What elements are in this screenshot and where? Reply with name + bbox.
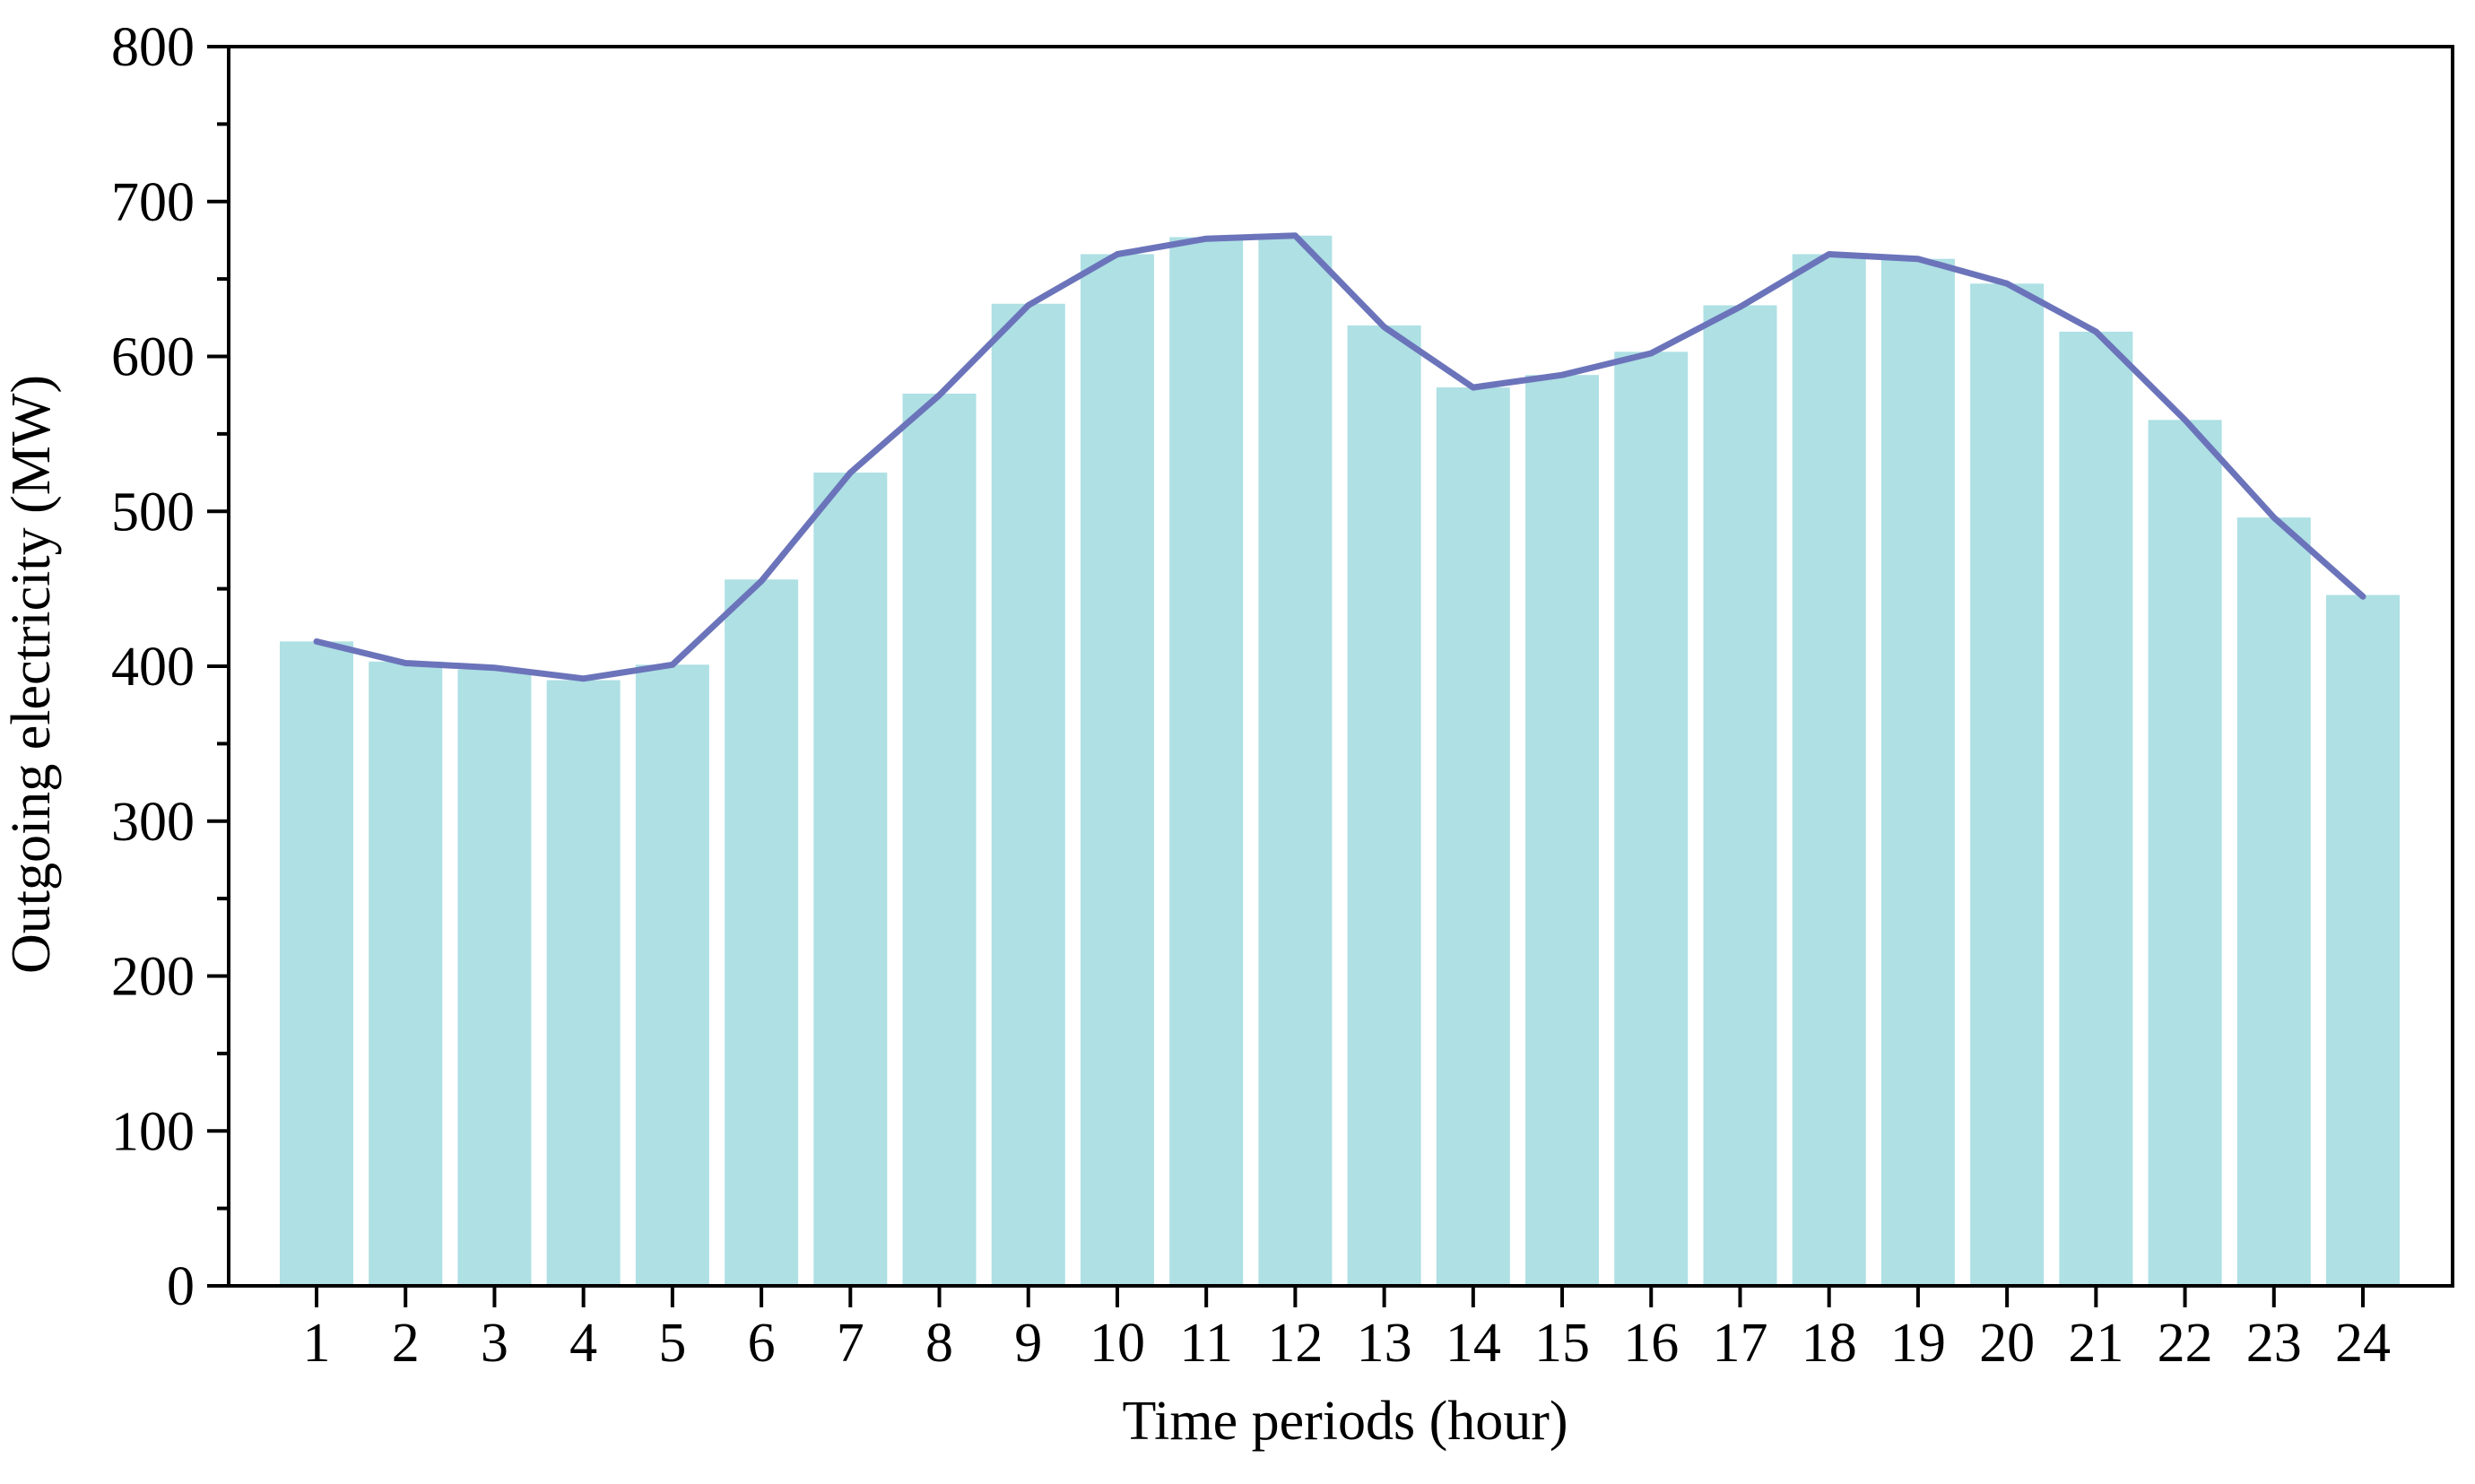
x-tick-label: 14 — [1446, 1313, 1501, 1374]
y-tick-label: 400 — [111, 637, 195, 698]
bar-9 — [991, 303, 1065, 1286]
bar-4 — [546, 680, 621, 1286]
x-tick-label: 5 — [658, 1313, 686, 1374]
x-tick-label: 13 — [1357, 1313, 1412, 1374]
bar-15 — [1525, 375, 1600, 1287]
x-tick-label: 16 — [1623, 1313, 1679, 1374]
line-layer — [313, 232, 2366, 682]
bar-18 — [1792, 254, 1866, 1286]
series-line — [313, 232, 2366, 682]
bar-3 — [457, 669, 532, 1286]
bar-21 — [2059, 331, 2133, 1286]
bars-layer — [280, 235, 2400, 1287]
x-tick-label: 23 — [2246, 1313, 2302, 1374]
bar-8 — [902, 393, 977, 1287]
bar-12 — [1258, 235, 1333, 1286]
bar-2 — [369, 661, 443, 1286]
bar-1 — [280, 641, 353, 1286]
x-tick-label: 21 — [2068, 1313, 2123, 1374]
bar-24 — [2326, 594, 2400, 1286]
x-tick-label: 11 — [1179, 1313, 1233, 1374]
y-tick-label: 0 — [167, 1256, 195, 1317]
x-tick-label: 2 — [392, 1313, 420, 1374]
x-tick-label: 4 — [569, 1313, 597, 1374]
x-tick-label: 12 — [1267, 1313, 1323, 1374]
bar-23 — [2236, 517, 2311, 1286]
x-tick-label: 1 — [303, 1313, 331, 1374]
x-axis-title: Time periods (hour) — [1122, 1391, 1568, 1452]
bar-22 — [2148, 420, 2222, 1286]
y-tick-label: 500 — [111, 482, 195, 542]
bar-10 — [1080, 254, 1154, 1286]
y-axis-title: Outgoing electricity (MW) — [1, 375, 62, 974]
x-tick-label: 22 — [2158, 1313, 2213, 1374]
bar-6 — [725, 579, 799, 1286]
x-tick-label: 24 — [2335, 1313, 2391, 1374]
x-tick-label: 10 — [1090, 1313, 1145, 1374]
bar-14 — [1436, 387, 1510, 1286]
y-tick-label: 800 — [111, 17, 195, 78]
bar-7 — [813, 473, 888, 1286]
x-tick-label: 18 — [1802, 1313, 1857, 1374]
bar-19 — [1880, 258, 1955, 1287]
bar-5 — [635, 664, 709, 1286]
bar-11 — [1169, 237, 1244, 1286]
y-tick-label: 700 — [111, 172, 195, 233]
bar-20 — [1970, 283, 2045, 1286]
y-tick-label: 600 — [111, 327, 195, 388]
y-tick-label: 300 — [111, 792, 195, 853]
x-tick-label: 6 — [748, 1313, 776, 1374]
bar-16 — [1614, 351, 1689, 1286]
x-tick-label: 3 — [481, 1313, 508, 1374]
x-tick-label: 9 — [1014, 1313, 1042, 1374]
x-tick-label: 20 — [1979, 1313, 2035, 1374]
x-tick-label: 8 — [925, 1313, 953, 1374]
x-tick-label: 17 — [1712, 1313, 1767, 1374]
y-tick-label: 200 — [111, 947, 195, 1008]
x-tick-label: 7 — [837, 1313, 864, 1374]
x-tick-label: 19 — [1890, 1313, 1946, 1374]
bar-13 — [1347, 325, 1421, 1287]
labels-layer: Time periods (hour) Outgoing electricity… — [1, 375, 1568, 1452]
bar-17 — [1703, 305, 1777, 1287]
x-tick-label: 15 — [1534, 1313, 1590, 1374]
y-tick-label: 100 — [111, 1101, 195, 1162]
